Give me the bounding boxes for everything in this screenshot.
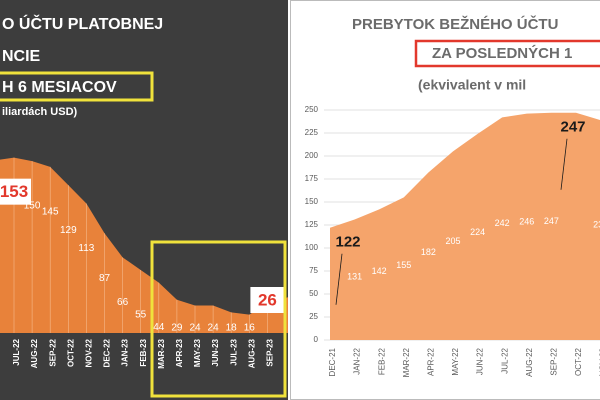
subtitle: iliardách USD) xyxy=(2,106,78,118)
title-line: H 6 MESIACOV xyxy=(2,79,117,96)
x-tick-label: SEP-22 xyxy=(550,347,559,375)
data-label: 150 xyxy=(24,201,41,212)
x-tick-label: MAR-23 xyxy=(157,338,166,368)
x-tick-label: OCT-22 xyxy=(574,347,583,376)
highlight-box xyxy=(150,240,287,398)
y-tick-label: 250 xyxy=(305,105,319,114)
x-tick-label: JAN-23 xyxy=(121,338,130,366)
data-label: 29 xyxy=(171,323,183,334)
title-highlight-box xyxy=(414,39,600,68)
data-label: 44 xyxy=(153,322,165,333)
x-tick-label: AUG-22 xyxy=(30,338,39,368)
data-label: 113 xyxy=(78,243,94,254)
data-label: 24 xyxy=(208,323,220,334)
data-label: 182 xyxy=(421,247,436,257)
data-label: 131 xyxy=(347,271,362,281)
data-label: 18 xyxy=(226,323,238,334)
data-label: 224 xyxy=(470,227,485,237)
data-label: 66 xyxy=(117,297,129,308)
data-label: 246 xyxy=(519,216,534,226)
data-label: 87 xyxy=(99,273,111,284)
y-tick-label: 150 xyxy=(305,197,319,206)
x-tick-label: APR-22 xyxy=(427,347,436,376)
area xyxy=(330,112,600,340)
x-tick-label: JUN-22 xyxy=(476,347,485,375)
data-label: 145 xyxy=(42,206,59,217)
title-line: O ÚČTU PLATOBNEJ xyxy=(2,14,163,33)
x-tick-label: FEB-22 xyxy=(377,347,386,375)
y-tick-label: 25 xyxy=(309,312,318,321)
y-tick-label: 125 xyxy=(305,220,319,229)
data-label: 205 xyxy=(445,236,460,246)
value-callout: 247 xyxy=(560,119,585,136)
data-label: 247 xyxy=(544,216,559,226)
data-label: 24 xyxy=(189,323,201,334)
x-tick-label: SEP-22 xyxy=(48,338,57,366)
x-tick-label: APR-23 xyxy=(175,338,184,367)
value-callout-box xyxy=(250,287,285,313)
title-line: (ekvivalent v mil xyxy=(418,77,526,93)
callout-leader xyxy=(560,138,568,190)
y-tick-label: 100 xyxy=(305,243,319,252)
x-tick-label: AUG-23 xyxy=(247,338,256,368)
x-tick-label: JUL-22 xyxy=(12,338,21,365)
x-tick-label: DEC-22 xyxy=(103,338,112,367)
x-tick-label: DEC-21 xyxy=(328,347,337,376)
value-callout-box xyxy=(0,178,31,205)
y-tick-label: 50 xyxy=(309,289,318,298)
x-tick-label: NOV-22 xyxy=(85,338,94,367)
title-line: ZA POSLEDNÝCH 1 xyxy=(432,44,572,62)
title-line: NCIE xyxy=(2,48,41,65)
x-tick-label: JUL-23 xyxy=(229,338,238,365)
x-tick-label: MAR-22 xyxy=(402,347,411,377)
value-callout: 122 xyxy=(335,234,360,251)
y-tick-label: 175 xyxy=(305,174,319,183)
area xyxy=(0,157,288,333)
data-label: 155 xyxy=(396,260,411,270)
value-callout: 26 xyxy=(258,290,277,309)
x-tick-label: NOV-22 xyxy=(599,347,600,376)
x-tick-label: SEP-23 xyxy=(266,338,275,366)
right-chart: PREBYTOK BEŽNÉHO ÚČTU ZA POSLEDNÝCH 1 (e… xyxy=(305,15,600,377)
data-label: 239 xyxy=(593,220,600,230)
title-line: PREBYTOK BEŽNÉHO ÚČTU xyxy=(352,15,558,33)
x-tick-label: JAN-22 xyxy=(353,347,362,374)
data-label: 142 xyxy=(372,266,387,276)
x-tick-label: MAY-22 xyxy=(451,347,460,375)
x-tick-label: FEB-23 xyxy=(139,338,148,366)
value-callout: 153 xyxy=(0,182,28,201)
data-label: 55 xyxy=(135,310,147,321)
x-tick-label: OCT-22 xyxy=(66,338,75,367)
data-label: 16 xyxy=(244,323,256,334)
data-label: 242 xyxy=(495,218,510,228)
y-tick-label: 200 xyxy=(305,151,319,160)
left-chart: O ÚČTU PLATOBNEJ NCIE H 6 MESIACOV iliar… xyxy=(0,14,288,398)
x-tick-label: AUG-22 xyxy=(525,347,534,376)
y-tick-label: 225 xyxy=(305,128,319,137)
x-tick-label: MAY-23 xyxy=(193,338,202,367)
y-tick-label: 0 xyxy=(314,335,319,344)
title-highlight-box xyxy=(0,71,154,102)
y-tick-label: 75 xyxy=(309,266,318,275)
data-label: 129 xyxy=(60,225,77,236)
x-tick-label: JUN-23 xyxy=(211,338,220,366)
callout-leader xyxy=(335,253,343,305)
x-tick-label: JUL-22 xyxy=(500,347,509,373)
